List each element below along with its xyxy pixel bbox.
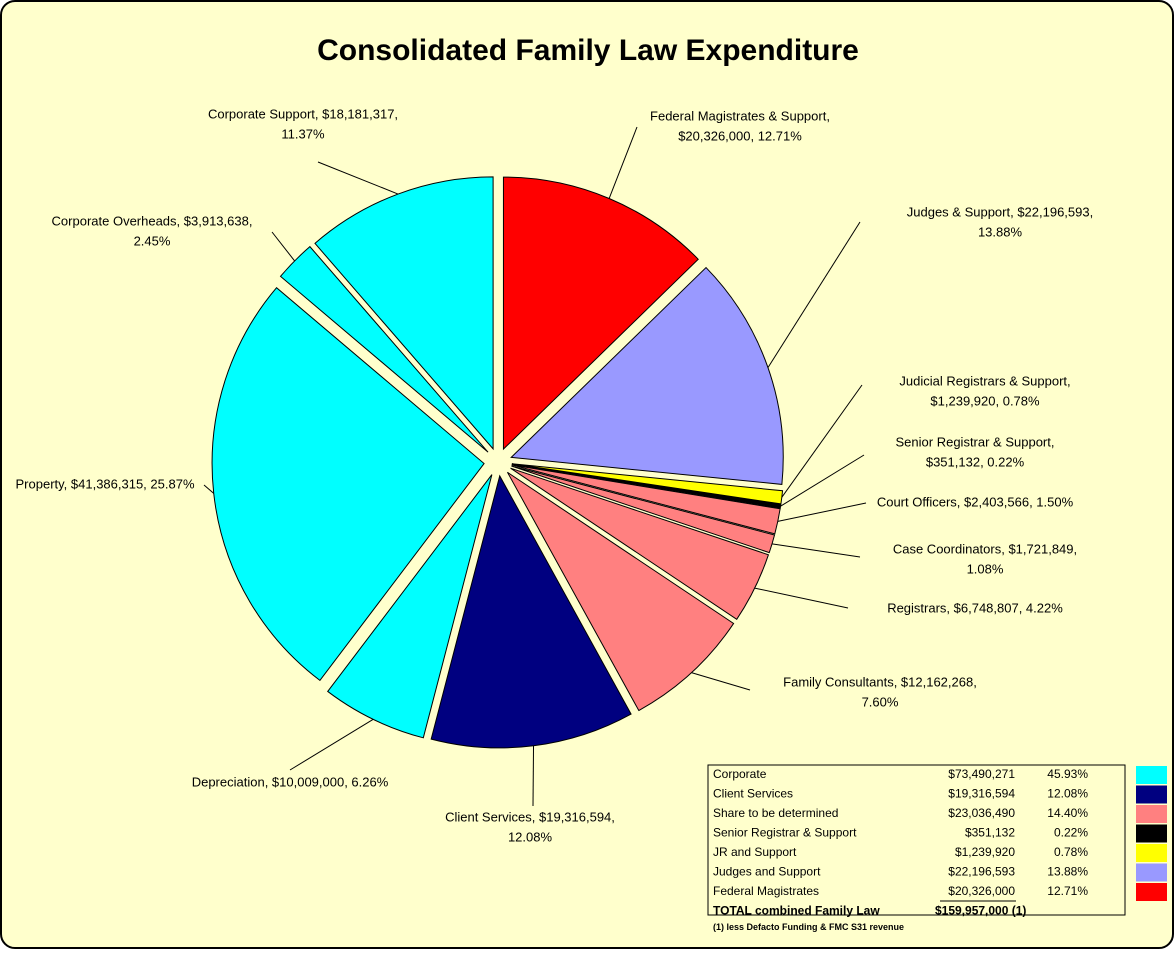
leader-line: [532, 745, 535, 807]
color-swatch: [1136, 883, 1167, 901]
data-label: Judicial Registrars & Support,: [899, 373, 1070, 388]
table-footnote: (1) less Defacto Funding & FMC S31 reven…: [713, 922, 904, 932]
leader-line: [780, 454, 865, 507]
pie-slice: [314, 176, 494, 451]
leader-line: [317, 161, 399, 195]
data-label: 7.60%: [862, 694, 899, 709]
leader-line: [771, 543, 861, 558]
table-cell: $351,132: [965, 826, 1015, 840]
data-label: Registrars, $6,748,807, 4.22%: [887, 600, 1063, 615]
color-swatch: [1136, 805, 1167, 823]
data-label: 11.37%: [281, 126, 325, 141]
table-cell: $19,316,594: [948, 787, 1015, 801]
table-cell: 12.08%: [1047, 787, 1088, 801]
data-label: Client Services, $19,316,594,: [445, 809, 615, 824]
data-label: $351,132, 0.22%: [926, 454, 1025, 469]
pie-slice: [511, 463, 782, 509]
leader-line: [777, 502, 867, 522]
table-cell: Senior Registrar & Support: [713, 826, 857, 840]
table-cell: $20,326,000: [948, 884, 1015, 898]
data-label: 13.88%: [978, 224, 1023, 239]
color-swatch: [1136, 844, 1167, 862]
data-label: Court Officers, $2,403,566, 1.50%: [877, 494, 1074, 509]
table-total: TOTAL combined Family Law: [713, 904, 880, 918]
data-label: Corporate Overheads, $3,913,638,: [52, 213, 253, 228]
color-swatch: [1136, 766, 1167, 784]
leader-line: [289, 718, 374, 771]
leader-line: [754, 587, 849, 609]
table-cell: Corporate: [713, 767, 767, 781]
data-label: 1.08%: [967, 561, 1004, 576]
pie-slice: [510, 266, 784, 485]
table-cell: Judges and Support: [713, 865, 821, 879]
leader-line: [781, 384, 863, 498]
pie-slice: [502, 176, 699, 451]
pie-slice: [511, 465, 776, 554]
table-cell: 0.22%: [1054, 826, 1088, 840]
table-cell: 12.71%: [1047, 884, 1088, 898]
table-cell: JR and Support: [713, 845, 797, 859]
table-cell: Federal Magistrates: [713, 884, 819, 898]
leader-line: [271, 231, 296, 262]
data-label: 12.08%: [508, 829, 553, 844]
table-cell: $1,239,920: [955, 845, 1015, 859]
table-cell: 0.78%: [1054, 845, 1088, 859]
leader-line: [691, 672, 751, 691]
table-cell: 13.88%: [1047, 865, 1088, 879]
data-label: $1,239,920, 0.78%: [930, 393, 1040, 408]
summary-table: [707, 764, 1126, 916]
data-label: $20,326,000, 12.71%: [678, 128, 802, 143]
color-swatch: [1136, 863, 1167, 882]
data-label: Depreciation, $10,009,000, 6.26%: [192, 774, 389, 789]
pie-slice: [211, 287, 485, 682]
table-cell: Share to be determined: [713, 806, 838, 820]
table-cell: $22,196,593: [948, 865, 1015, 879]
data-label: Senior Registrar & Support,: [896, 434, 1055, 449]
data-label: Federal Magistrates & Support,: [650, 108, 830, 123]
table-cell: Client Services: [713, 787, 793, 801]
table-total: $159,957,000 (1): [935, 904, 1026, 918]
pie-slice: [511, 464, 781, 535]
data-label: Corporate Support, $18,181,317,: [208, 106, 398, 121]
color-swatch: [1136, 824, 1167, 843]
data-label: 2.45%: [134, 233, 171, 248]
leader-line: [608, 126, 638, 199]
data-label: Property, $41,386,315, 25.87%: [16, 476, 195, 491]
table-cell: 14.40%: [1047, 806, 1088, 820]
data-label: Family Consultants, $12,162,268,: [783, 674, 977, 689]
pie-slice: [327, 474, 493, 739]
leader-line: [203, 484, 215, 494]
data-label: Case Coordinators, $1,721,849,: [893, 541, 1077, 556]
chart-title: Consolidated Family Law Expenditure: [317, 34, 859, 67]
leader-line: [767, 221, 861, 368]
table-cell: $23,036,490: [948, 806, 1015, 820]
table-cell: 45.93%: [1047, 767, 1088, 781]
data-label: Judges & Support, $22,196,593,: [907, 204, 1093, 219]
table-cell: $73,490,271: [948, 767, 1015, 781]
color-swatch: [1136, 785, 1167, 804]
